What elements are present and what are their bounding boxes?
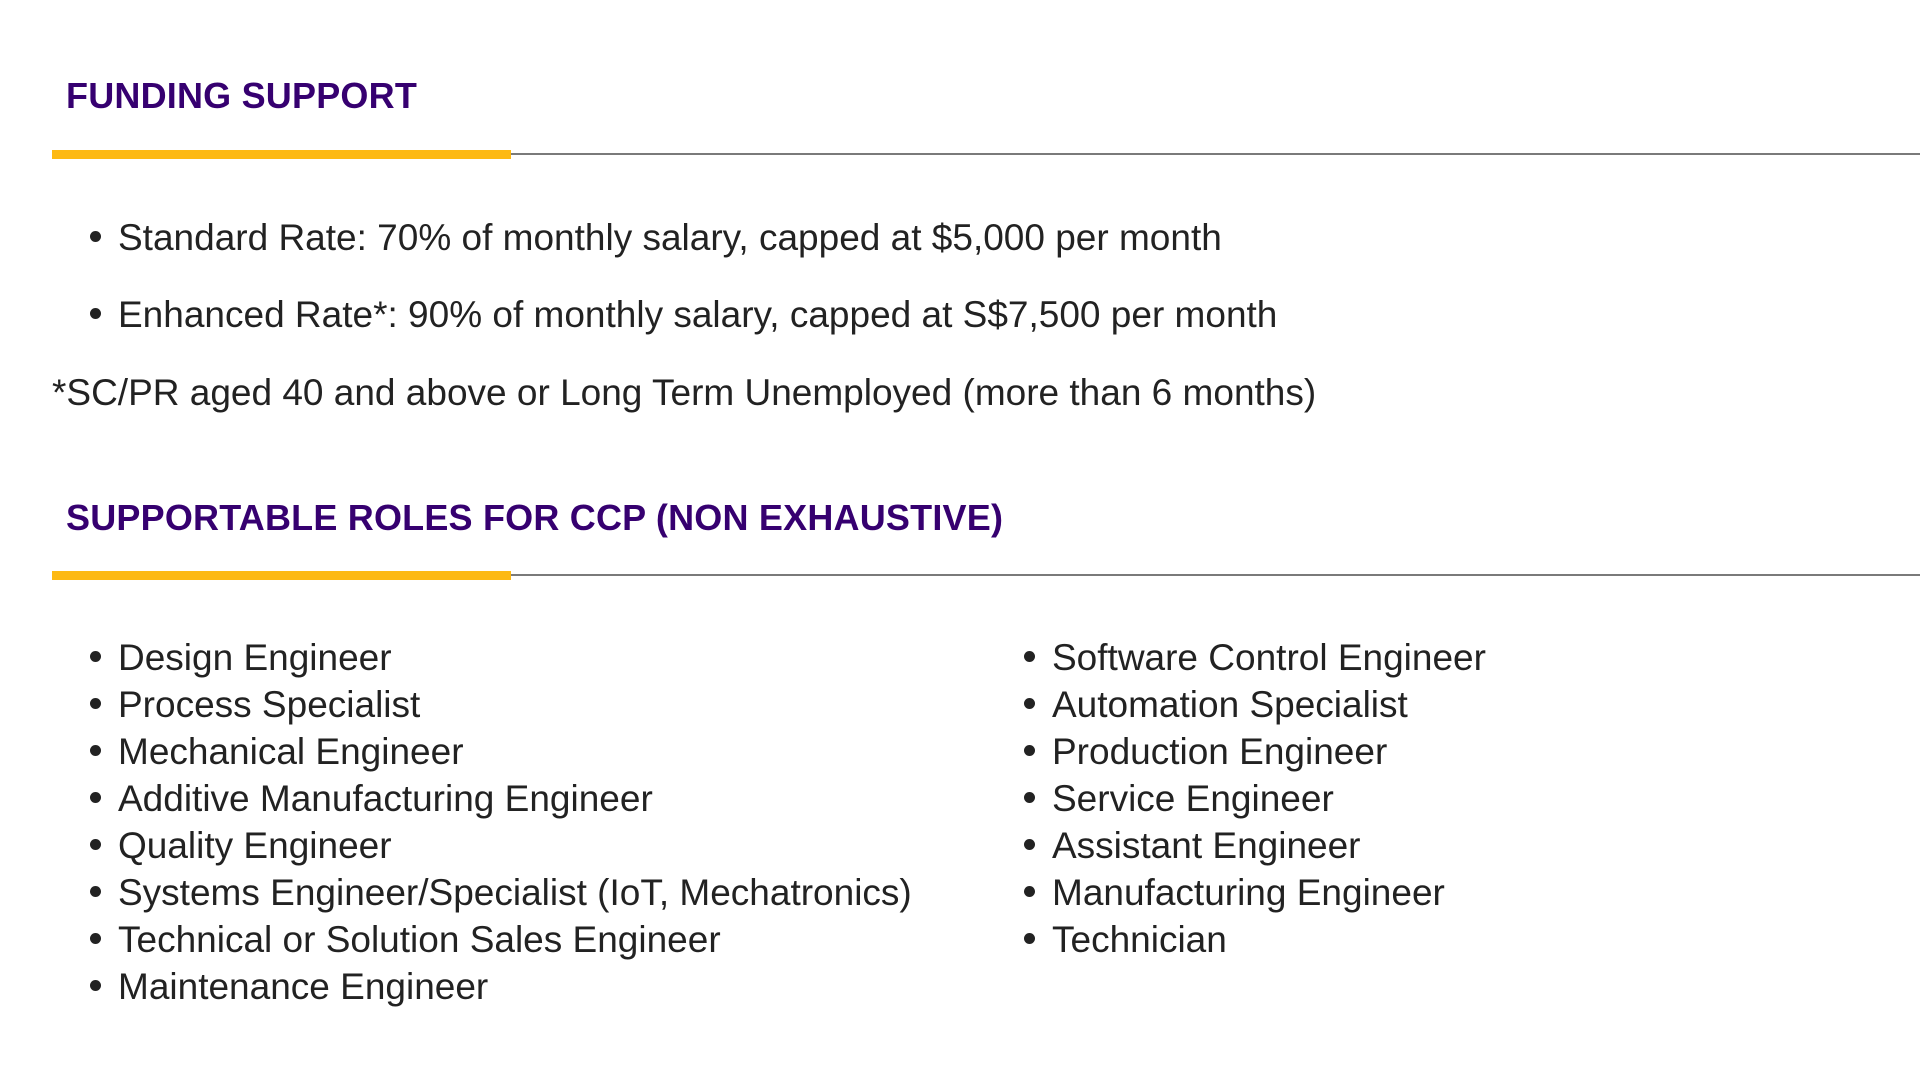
enhanced-rate-text: Enhanced Rate*: 90% of monthly salary, c… [118, 294, 1278, 335]
bullet-icon [90, 230, 101, 242]
funding-divider [511, 153, 1920, 155]
role-text: Design Engineer [118, 637, 392, 678]
role-text: Systems Engineer/Specialist (IoT, Mechat… [118, 872, 912, 913]
roles-list-left: Design Engineer Process Specialist Mechani… [90, 634, 912, 1010]
bullet-icon [1024, 697, 1035, 709]
bullet-icon [1024, 744, 1035, 756]
role-item: Design Engineer [90, 634, 912, 681]
role-text: Technical or Solution Sales Engineer [118, 919, 721, 960]
funding-support-heading: FUNDING SUPPORT [66, 75, 418, 116]
role-item: Technical or Solution Sales Engineer [90, 916, 912, 963]
bullet-icon [90, 979, 101, 991]
bullet-icon [90, 885, 101, 897]
role-item: Assistant Engineer [1024, 822, 1486, 869]
standard-rate-item: Standard Rate: 70% of monthly salary, ca… [90, 219, 1222, 256]
role-text: Quality Engineer [118, 825, 392, 866]
role-item: Process Specialist [90, 681, 912, 728]
role-text: Software Control Engineer [1052, 637, 1486, 678]
bullet-icon [90, 744, 101, 756]
bullet-icon [90, 650, 101, 662]
role-text: Maintenance Engineer [118, 966, 489, 1007]
role-text: Process Specialist [118, 684, 421, 725]
role-text: Service Engineer [1052, 778, 1334, 819]
funding-accent-bar [52, 150, 511, 159]
role-item: Additive Manufacturing Engineer [90, 775, 912, 822]
roles-list-right: Software Control Engineer Automation Spec… [1024, 634, 1486, 963]
enhanced-rate-item: Enhanced Rate*: 90% of monthly salary, c… [90, 296, 1277, 333]
role-item: Software Control Engineer [1024, 634, 1486, 681]
role-text: Mechanical Engineer [118, 731, 464, 772]
role-item: Technician [1024, 916, 1486, 963]
role-item: Systems Engineer/Specialist (IoT, Mechat… [90, 869, 912, 916]
role-item: Mechanical Engineer [90, 728, 912, 775]
bullet-icon [1024, 791, 1035, 803]
supportable-roles-heading: SUPPORTABLE ROLES FOR CCP (NON EXHAUSTIV… [66, 497, 1004, 538]
bullet-icon [1024, 885, 1035, 897]
bullet-icon [1024, 838, 1035, 850]
role-item: Production Engineer [1024, 728, 1486, 775]
role-text: Production Engineer [1052, 731, 1388, 772]
role-item: Maintenance Engineer [90, 963, 912, 1010]
standard-rate-text: Standard Rate: 70% of monthly salary, ca… [118, 217, 1222, 258]
bullet-icon [90, 838, 101, 850]
bullet-icon [90, 697, 101, 709]
role-text: Automation Specialist [1052, 684, 1408, 725]
bullet-icon [90, 791, 101, 803]
role-text: Additive Manufacturing Engineer [118, 778, 653, 819]
roles-divider [511, 574, 1920, 576]
role-text: Technician [1052, 919, 1227, 960]
bullet-icon [1024, 650, 1035, 662]
footnote: *SC/PR aged 40 and above or Long Term Un… [52, 372, 1317, 413]
roles-accent-bar [52, 571, 511, 580]
bullet-icon [90, 932, 101, 944]
role-item: Automation Specialist [1024, 681, 1486, 728]
role-item: Quality Engineer [90, 822, 912, 869]
role-text: Manufacturing Engineer [1052, 872, 1445, 913]
bullet-icon [1024, 932, 1035, 944]
role-item: Manufacturing Engineer [1024, 869, 1486, 916]
role-item: Service Engineer [1024, 775, 1486, 822]
bullet-icon [90, 307, 101, 319]
role-text: Assistant Engineer [1052, 825, 1361, 866]
